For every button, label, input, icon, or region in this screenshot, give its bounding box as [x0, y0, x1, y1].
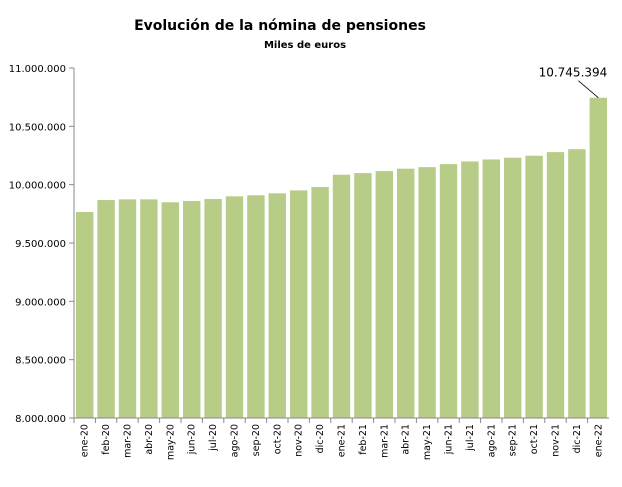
- bar-dic-20: [311, 187, 329, 418]
- x-tick-label: ago-21: [486, 424, 497, 457]
- bar-ago-20: [225, 196, 244, 418]
- bar-oct-21: [525, 155, 543, 418]
- x-tick-label: sep-21: [508, 424, 519, 456]
- y-tick-label: 8.500.000: [15, 356, 66, 367]
- bar-ene-20: [76, 211, 94, 418]
- bar-ene-22: [589, 97, 607, 418]
- x-tick-label: sep-20: [251, 424, 262, 456]
- y-tick-label: 9.500.000: [15, 239, 66, 250]
- bar-jul-20: [204, 199, 222, 418]
- x-tick-label: ene-21: [337, 424, 348, 457]
- bar-jul-21: [461, 161, 479, 418]
- chart-title: Evolución de la nómina de pensiones: [134, 18, 426, 34]
- bar-may-21: [418, 167, 436, 418]
- x-tick-label: jul-21: [465, 424, 476, 452]
- bar-ago-21: [482, 159, 500, 418]
- bar-oct-20: [268, 193, 286, 418]
- y-tick-label: 8.000.000: [15, 414, 66, 425]
- bar-abr-21: [397, 168, 415, 418]
- x-tick-label: ene-22: [593, 424, 604, 457]
- bar-abr-20: [140, 199, 158, 418]
- bar-feb-20: [97, 200, 115, 418]
- bar-feb-21: [354, 173, 372, 418]
- x-tick-label: nov-20: [294, 424, 305, 457]
- data-label: 10.745.394: [539, 66, 608, 80]
- x-tick-label: dic-21: [572, 424, 583, 453]
- bar-nov-21: [546, 152, 565, 418]
- x-tick-label: mar-20: [123, 424, 134, 458]
- y-tick-label: 10.000.000: [9, 181, 66, 192]
- x-tick-label: dic-20: [315, 424, 326, 453]
- data-label-leader: [578, 80, 599, 99]
- x-tick-label: ago-20: [230, 424, 241, 457]
- bar-nov-20: [290, 190, 308, 418]
- x-tick-label: jun-20: [187, 424, 198, 455]
- bar-sep-20: [247, 195, 265, 418]
- x-tick-label: oct-21: [529, 424, 540, 454]
- x-tick-label: oct-20: [272, 424, 283, 454]
- y-tick-label: 11.000.000: [9, 64, 66, 75]
- x-tick-label: abr-21: [401, 424, 412, 455]
- x-tick-label: feb-21: [358, 424, 369, 455]
- y-tick-label: 10.500.000: [9, 122, 66, 133]
- x-tick-label: may-20: [165, 424, 176, 460]
- bar-dic-21: [568, 149, 586, 418]
- x-tick-label: jul-20: [208, 424, 219, 452]
- chart-subtitle: Miles de euros: [264, 40, 346, 51]
- y-tick-label: 9.000.000: [15, 297, 66, 308]
- x-tick-label: mar-21: [379, 424, 390, 458]
- x-tick-label: may-21: [422, 424, 433, 460]
- x-tick-label: abr-20: [144, 424, 155, 455]
- x-tick-label: ene-20: [80, 424, 91, 457]
- x-tick-label: nov-21: [551, 424, 562, 457]
- bar-may-20: [161, 202, 179, 418]
- bar-jun-21: [439, 164, 458, 418]
- bar-mar-21: [375, 171, 393, 418]
- bar-ene-21: [332, 174, 351, 418]
- x-tick-label: jun-21: [444, 424, 455, 455]
- bar-sep-21: [504, 157, 522, 418]
- x-tick-label: feb-20: [101, 424, 112, 455]
- bar-mar-20: [118, 199, 137, 418]
- bar-jun-20: [183, 201, 201, 418]
